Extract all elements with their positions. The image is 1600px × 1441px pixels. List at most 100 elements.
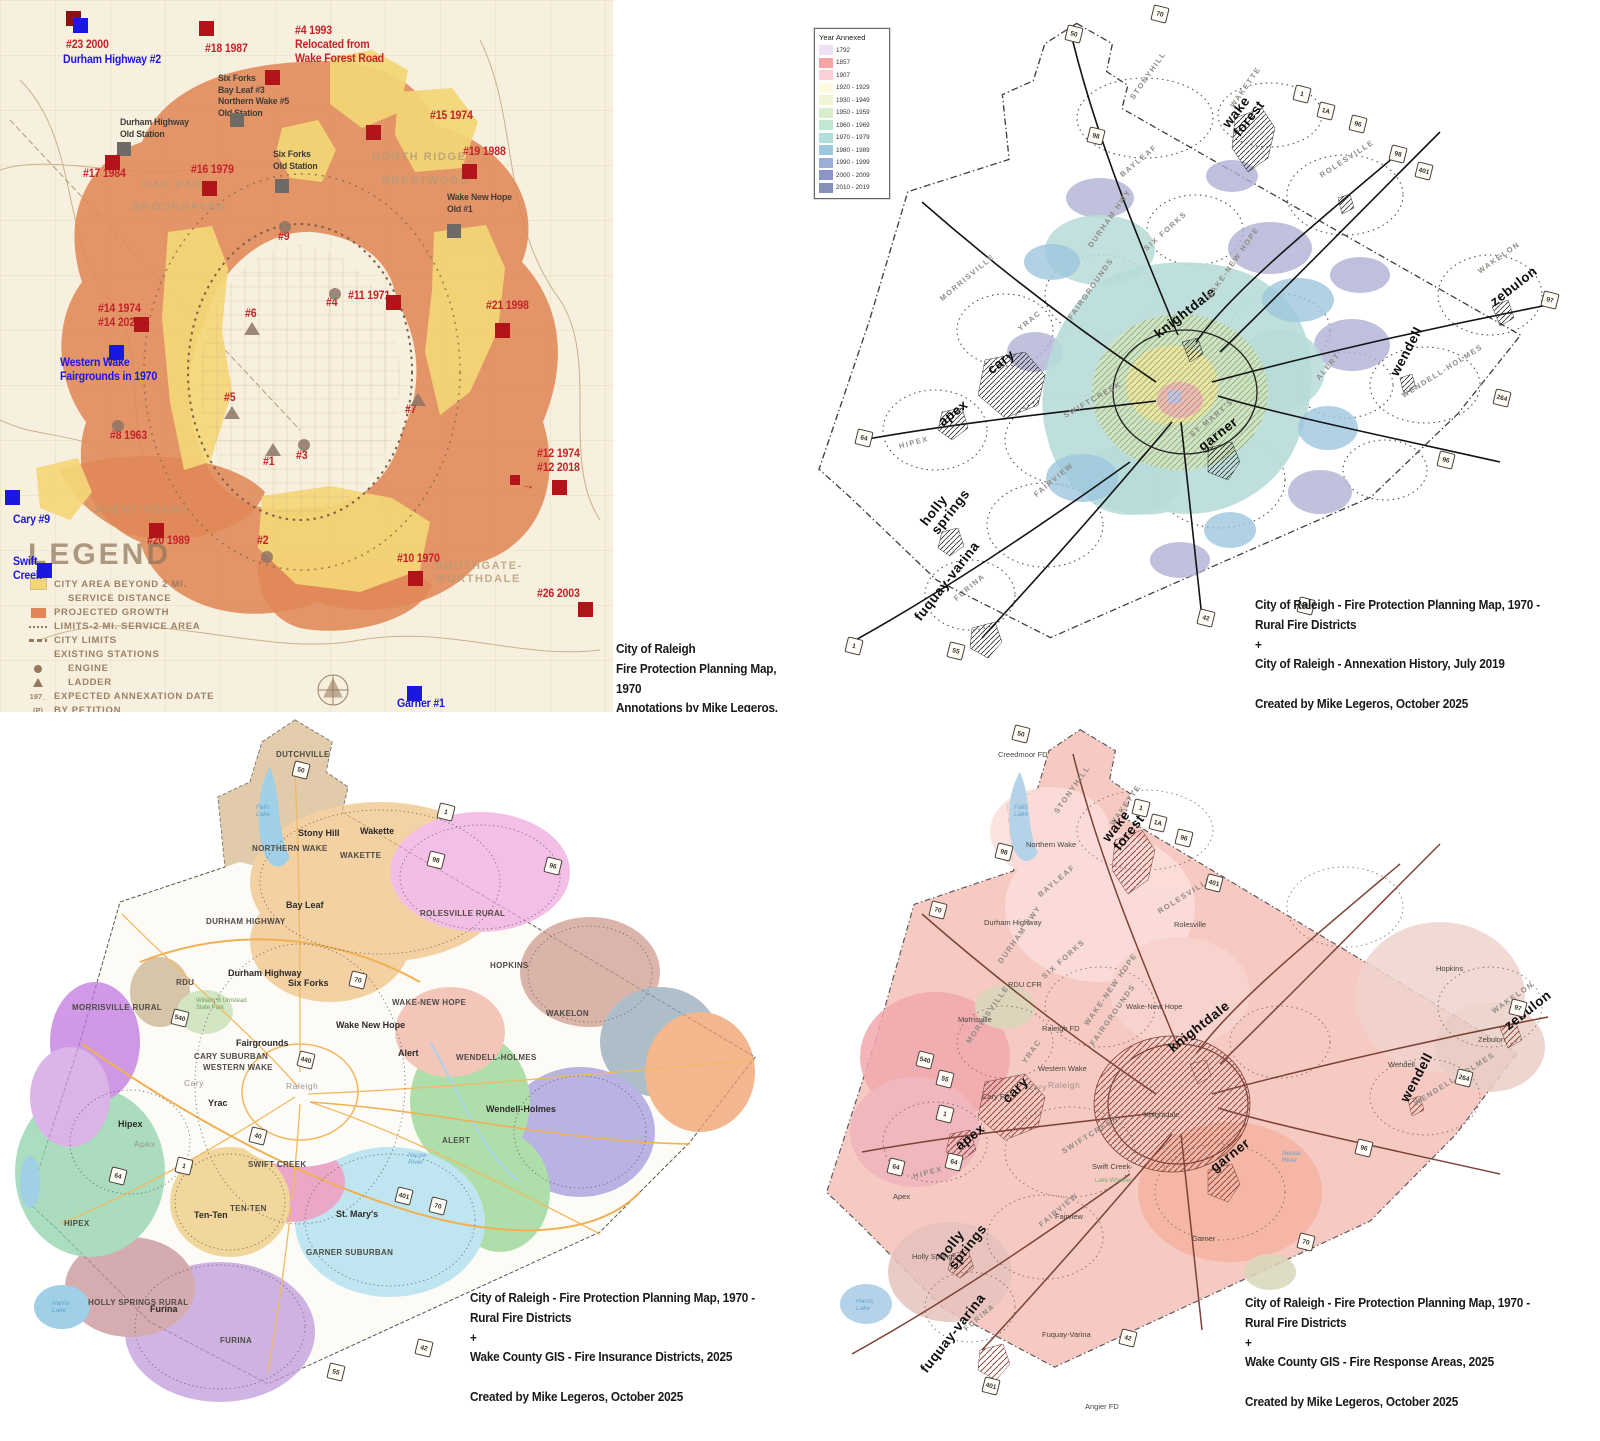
highway-shield-icon: 42: [1118, 1328, 1138, 1348]
year-annexed-row: 1970 - 1979: [819, 132, 885, 143]
legend-symbol-text: (P): [33, 706, 43, 712]
year-range-label: 1980 - 1989: [836, 146, 870, 154]
map-label: holly springs: [934, 1221, 990, 1273]
map-label: BAYLEAF: [1036, 862, 1077, 899]
panel-insurance-districts-map: DUTCHVILLE Stony Hill Wakette NORTHERN WAKE…: [0, 712, 800, 1441]
map-label: Alert: [398, 1048, 419, 1058]
map-label: Cary FD: [982, 1092, 1010, 1101]
map-label: Hopkins: [1436, 964, 1464, 973]
legend-row: CITY AREA BEYOND 2 MI.: [28, 578, 238, 590]
year-color-swatch: [819, 107, 833, 118]
map-label: Fuquay-Varina: [1042, 1330, 1091, 1339]
year-range-label: 1950 - 1959: [836, 109, 870, 116]
map-label: #23 2000: [66, 39, 109, 51]
map-label: FAIRVIEW: [1037, 1190, 1081, 1229]
year-annexed-row: 2010 - 2019: [819, 182, 885, 193]
legend-symbol-tP: (P): [28, 706, 48, 712]
map-label: HOPKINS: [490, 961, 529, 970]
year-range-label: 1970 - 1979: [836, 134, 870, 141]
map-label: YRAC: [1016, 308, 1043, 333]
map-label: WAKETTE: [1108, 782, 1143, 828]
year-annexed-row: 1930 - 1949: [819, 95, 885, 105]
map-label: Six Forks Old Station: [273, 149, 318, 172]
year-range-label: 1907: [836, 71, 851, 79]
station-marker-sqr: [202, 181, 217, 196]
map-label: #5: [224, 392, 236, 404]
year-range-label: 1857: [836, 59, 851, 66]
map-label: RDU CFR: [1008, 980, 1042, 989]
map-label: BROOKHAVEN: [132, 201, 227, 213]
station-marker-tri: [265, 443, 281, 456]
map-label: Wake New Hope Old #1: [447, 192, 512, 215]
year-annexed-row: 2000 - 2009: [819, 170, 885, 180]
year-annexed-row: 1857: [819, 57, 885, 68]
station-marker-sqr: [495, 323, 510, 338]
map-label: Apex: [893, 1192, 911, 1201]
highway-shield-icon: 98: [994, 842, 1014, 862]
highway-shield-icon: 1: [174, 1156, 194, 1176]
map-label: Wake-New Hope: [1126, 1002, 1183, 1011]
yellow-swatch-icon: [29, 578, 47, 590]
map-label: #9: [278, 231, 290, 243]
map-label: Raleigh: [1048, 1080, 1081, 1090]
highway-shield-icon: 40: [248, 1126, 268, 1146]
map-label: OAK PARK: [142, 179, 213, 191]
highway-shield-icon: 55: [935, 1069, 955, 1089]
station-marker-circ: [261, 551, 273, 563]
map-label: WAKE-NEW HOPE: [1082, 951, 1140, 1028]
map-label: SWIFTCREEK: [1062, 379, 1124, 420]
map-label: CARY SUBURBAN: [194, 1052, 269, 1061]
map-label: #3: [296, 450, 308, 462]
station-marker-sqb: [407, 686, 422, 701]
map-label: wake forest: [1099, 807, 1148, 854]
highway-shield-icon: 97: [1508, 998, 1528, 1018]
caption-planning-map: City of Raleigh Fire Protection Planning…: [616, 642, 778, 712]
map-label: Wendell: [1388, 1060, 1415, 1069]
legend-symbol-sw-yellow: [28, 578, 48, 590]
map-label: HIPEX: [912, 1164, 944, 1181]
panel-response-areas-map: Creedmoor FD Northern Wake wake forest STON…: [800, 712, 1600, 1441]
map-label: ST MARY'S: [1188, 396, 1236, 439]
map-label: wendell: [1397, 1050, 1436, 1105]
map-label: WAKELON: [546, 1009, 589, 1018]
year-color-swatch: [819, 70, 833, 80]
year-color-swatch: [819, 182, 833, 193]
year-annexed-row: 1950 - 1959: [819, 107, 885, 118]
station-marker-circ: [112, 420, 124, 432]
station-marker-sqg: [117, 142, 131, 156]
highway-shield-icon: 97: [1540, 290, 1560, 310]
map-label: Garner #1: [397, 698, 445, 710]
map-label: Wake New Hope: [336, 1020, 406, 1030]
station-marker-circ: [298, 439, 310, 451]
map-label: #8 1963: [110, 430, 147, 442]
map-label: HOLLY SPRINGS RURAL: [88, 1298, 189, 1307]
map-label: FURINA: [952, 571, 987, 603]
legend-item-label: BY PETITION: [54, 705, 122, 712]
legend-symbol-dash: [28, 639, 48, 642]
map-label: #18 1987: [205, 43, 248, 55]
map-label: #1: [263, 456, 275, 468]
highway-shield-icon: 1: [935, 1104, 955, 1124]
map-label: Durham Highway: [228, 968, 302, 978]
station-marker-sqr: [199, 21, 214, 36]
map-label: zebulon: [1501, 987, 1555, 1034]
station-marker-sqr: [552, 480, 567, 495]
map-label: WESTERN WAKE: [203, 1063, 273, 1072]
map-label: knightdale: [1151, 283, 1219, 342]
map-label: #10 1970: [397, 553, 440, 565]
map-label: Morrisville: [958, 1015, 992, 1024]
legend-row: LADDER: [28, 677, 238, 688]
map-label: STONYHILL: [1128, 49, 1168, 102]
highway-shield-icon: 440: [296, 1050, 316, 1070]
map-label: Furina: [150, 1304, 178, 1314]
map-label: apex: [935, 396, 971, 430]
year-annexed-row: 1960 - 1969: [819, 120, 885, 130]
map-label: MORRISVILLE: [938, 251, 997, 303]
map-label: Raleigh FD: [1042, 1024, 1080, 1033]
station-marker-sqr: [105, 155, 120, 170]
map-label: #16 1979: [191, 164, 234, 176]
year-color-swatch: [819, 57, 833, 68]
year-range-label: 2010 - 2019: [836, 184, 870, 191]
highway-shield-icon: 98: [426, 850, 446, 870]
map-label: DUTCHVILLE: [276, 750, 330, 759]
